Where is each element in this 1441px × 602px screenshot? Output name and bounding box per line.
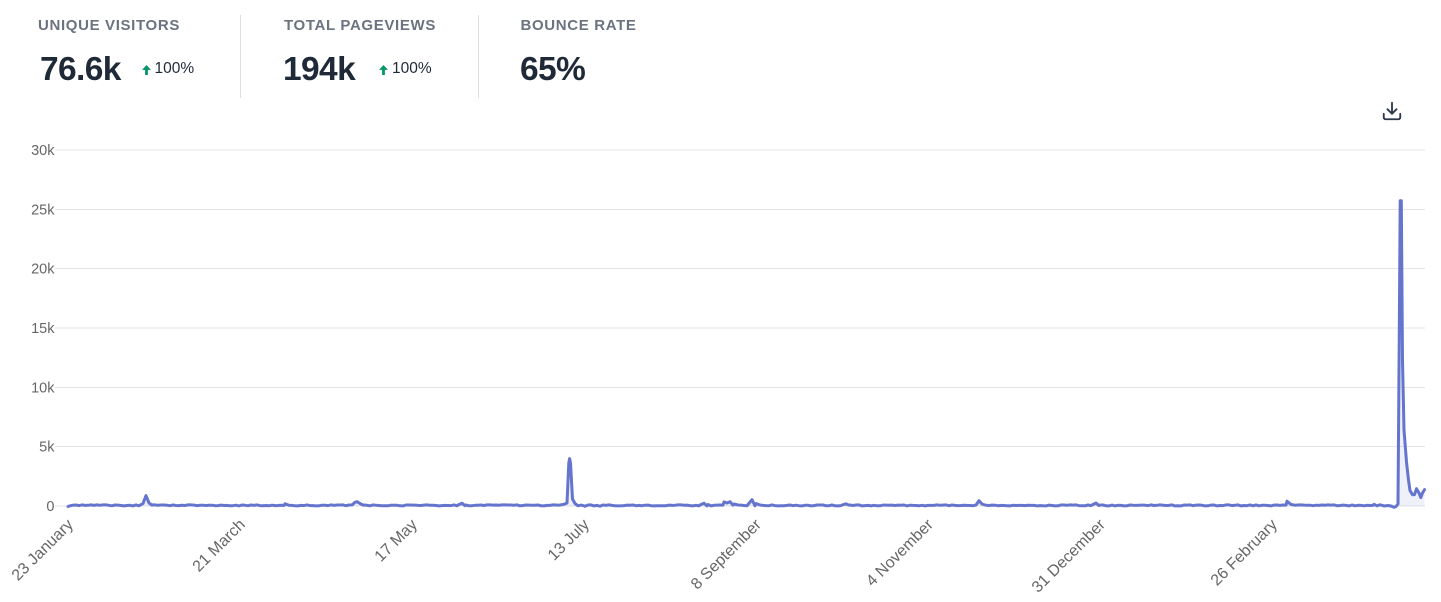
svg-text:23 January: 23 January <box>9 516 77 584</box>
svg-text:21 March: 21 March <box>190 516 249 575</box>
svg-text:30k: 30k <box>31 143 55 159</box>
svg-text:13 July: 13 July <box>545 516 593 564</box>
svg-text:26 February: 26 February <box>1208 516 1281 589</box>
svg-text:4 November: 4 November <box>863 516 937 590</box>
svg-text:25k: 25k <box>31 203 55 219</box>
svg-text:20k: 20k <box>31 262 55 278</box>
svg-text:8 September: 8 September <box>688 516 765 593</box>
svg-text:10k: 10k <box>31 381 55 397</box>
svg-text:17 May: 17 May <box>372 516 421 565</box>
svg-text:5k: 5k <box>39 440 55 456</box>
svg-text:15k: 15k <box>31 321 55 337</box>
svg-text:0: 0 <box>46 499 54 515</box>
svg-text:31 December: 31 December <box>1029 516 1109 596</box>
